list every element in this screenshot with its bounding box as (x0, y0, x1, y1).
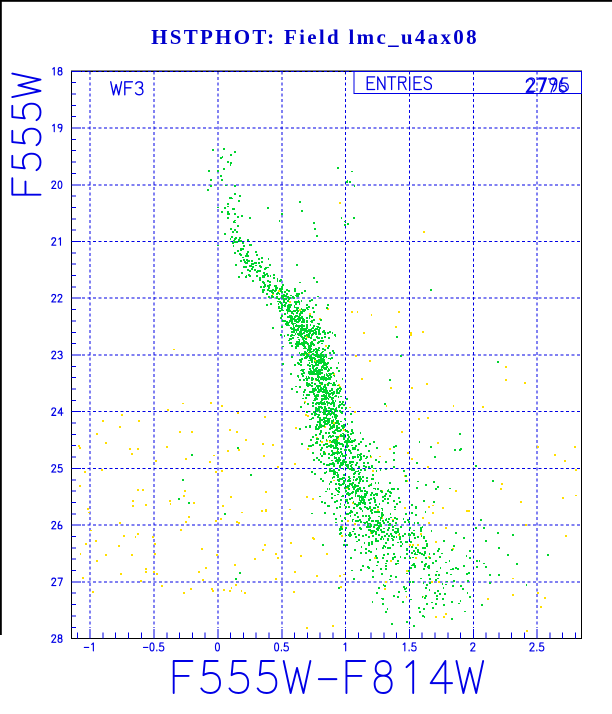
svg-text:HSTPHOT: Field lmc_u4ax08: HSTPHOT: Field lmc_u4ax08 (151, 25, 479, 49)
